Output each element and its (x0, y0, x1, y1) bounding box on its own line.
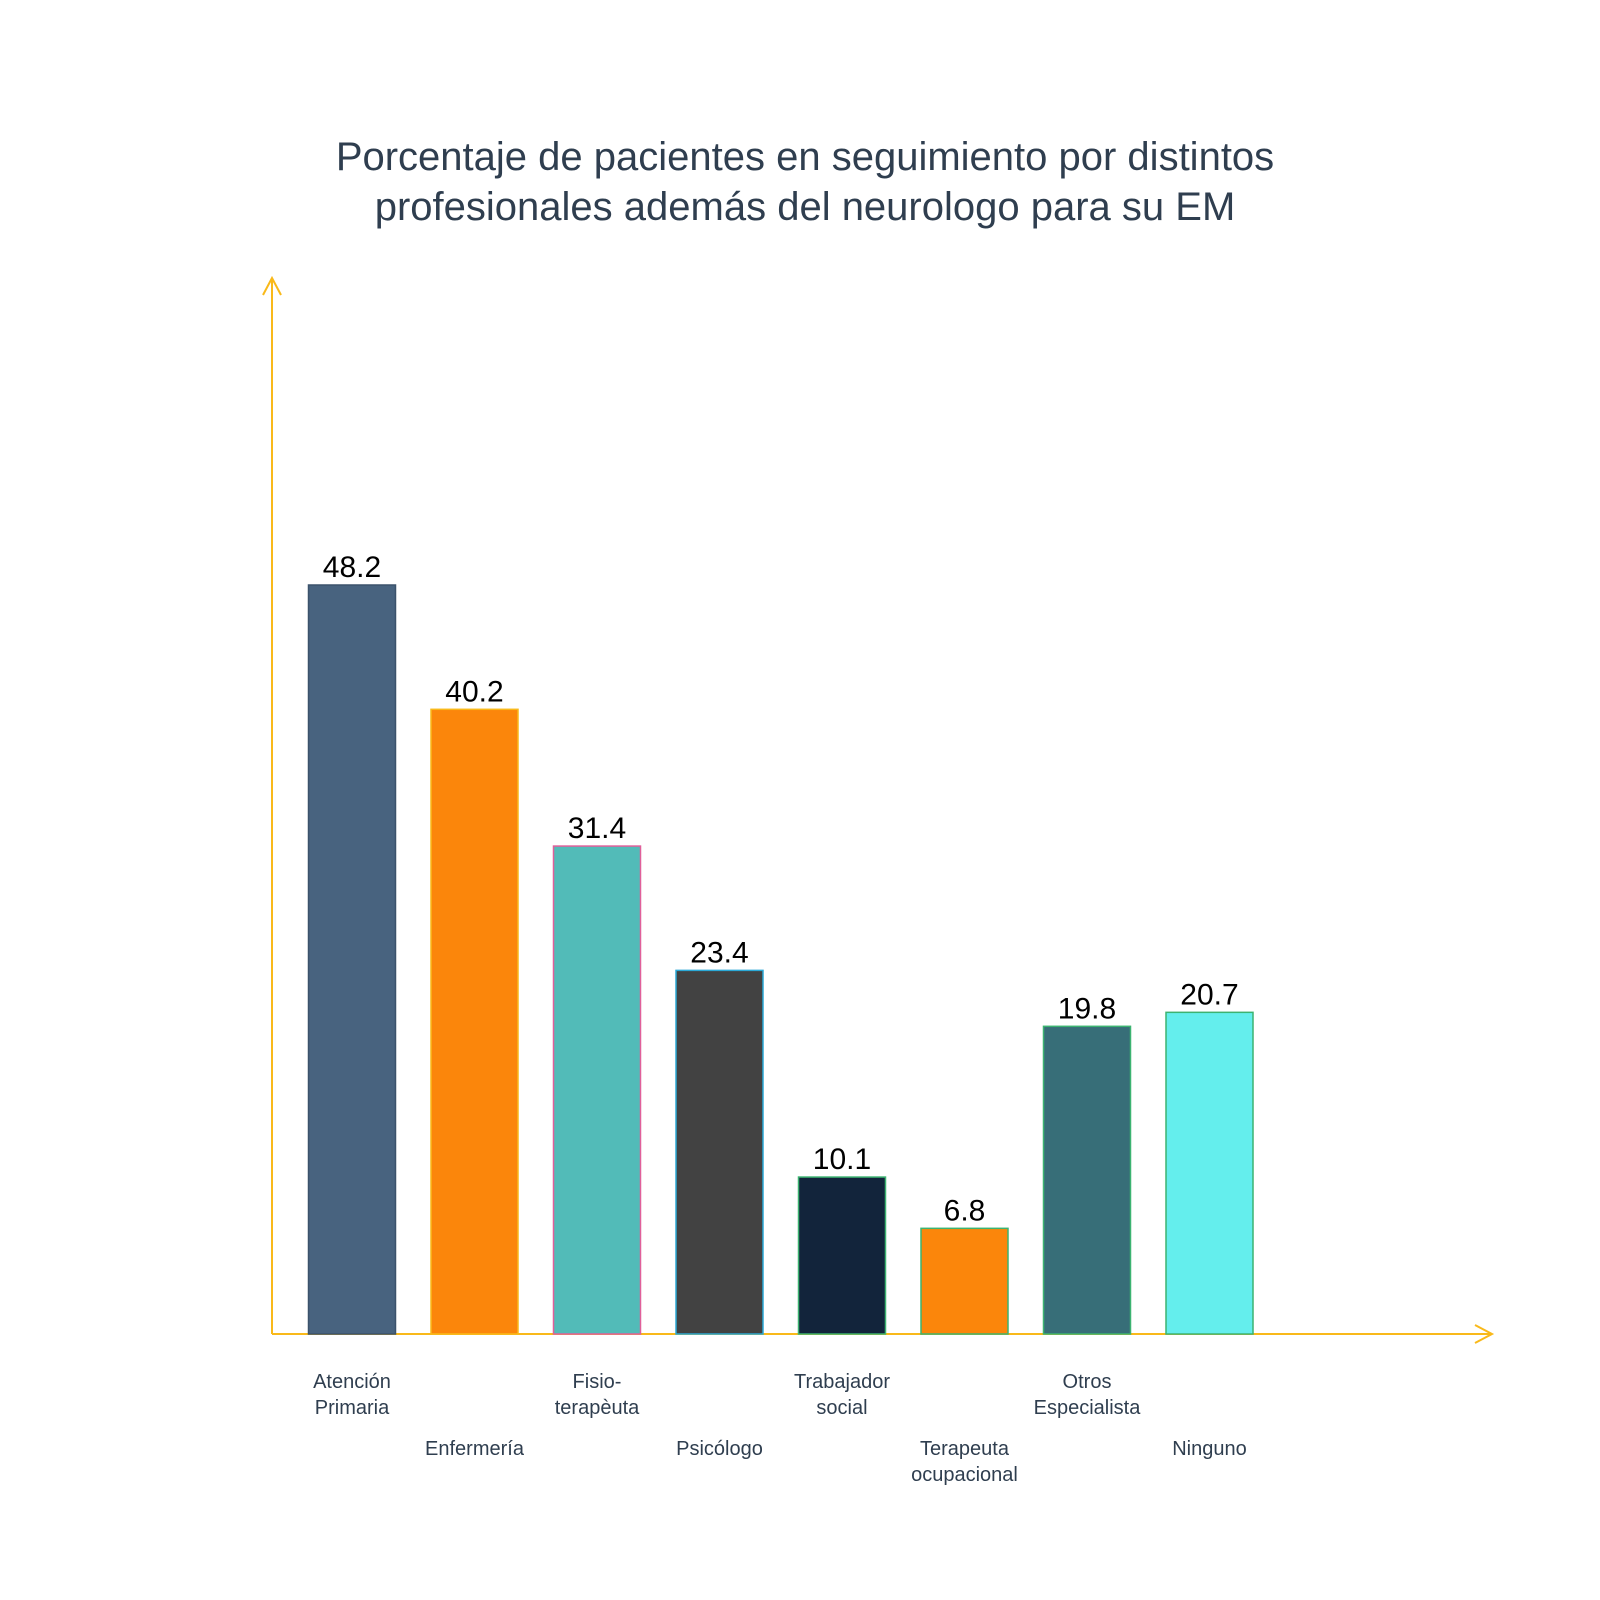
category-label-line: Trabajador (794, 1371, 890, 1393)
category-label-line: Ninguno (1172, 1438, 1247, 1460)
category-labels-group: Atención Primaria Enfermería Fisio-terapèut… (313, 1371, 1247, 1486)
bar-2 (430, 708, 519, 1335)
value-labels-group: 48.2 40.2 31.4 23.4 10.1 6.8 19.8 20.7 (323, 551, 1239, 1227)
category-label-3: Fisio-terapèuta (555, 1371, 640, 1419)
bar-1 (307, 584, 397, 1335)
category-label-line: terapèuta (555, 1397, 640, 1419)
value-label-6: 6.8 (944, 1194, 986, 1227)
category-label-line: Terapeuta (920, 1438, 1010, 1460)
category-label-line: Fisio- (573, 1371, 622, 1393)
category-label-line: Atención (313, 1371, 391, 1393)
category-label-7: Otros Especialista (1034, 1371, 1142, 1419)
chart-title-line-2: profesionales además del neurologo para … (375, 185, 1236, 229)
y-axis-arrowhead (262, 275, 282, 296)
bar-4 (675, 969, 764, 1335)
value-label-1: 48.2 (323, 551, 381, 584)
category-label-4: Psicólogo (676, 1438, 763, 1460)
category-label-6: Terapeuta ocupacional (911, 1438, 1018, 1486)
value-label-2: 40.2 (445, 675, 503, 708)
category-label-line: Primaria (315, 1397, 390, 1419)
category-label-line: ocupacional (911, 1464, 1018, 1486)
value-label-3: 31.4 (568, 812, 626, 845)
category-label-line: Otros (1063, 1371, 1112, 1393)
category-label-line: social (816, 1397, 867, 1419)
category-label-8: Ninguno (1172, 1438, 1247, 1460)
category-label-line: Enfermería (425, 1438, 525, 1460)
category-label-line: Psicólogo (676, 1438, 763, 1460)
category-label-line: Especialista (1034, 1397, 1142, 1419)
category-label-2: Enfermería (425, 1438, 525, 1460)
value-label-8: 20.7 (1180, 978, 1238, 1011)
value-label-5: 10.1 (813, 1143, 871, 1176)
bar-3 (552, 845, 642, 1335)
category-label-1: Atención Primaria (313, 1371, 391, 1419)
bar-6 (920, 1227, 1009, 1335)
bars-group (307, 584, 1254, 1335)
chart-title-line-1: Porcentaje de pacientes en seguimiento p… (336, 135, 1274, 179)
x-axis-arrowhead (1474, 1324, 1495, 1344)
value-label-7: 19.8 (1058, 992, 1116, 1025)
bar-7 (1042, 1025, 1132, 1335)
bar-8 (1165, 1011, 1254, 1335)
category-label-5: Trabajador social (794, 1371, 890, 1419)
bar-5 (797, 1176, 887, 1335)
value-label-4: 23.4 (690, 936, 748, 969)
chart-title: Porcentaje de pacientes en seguimiento p… (336, 135, 1274, 229)
